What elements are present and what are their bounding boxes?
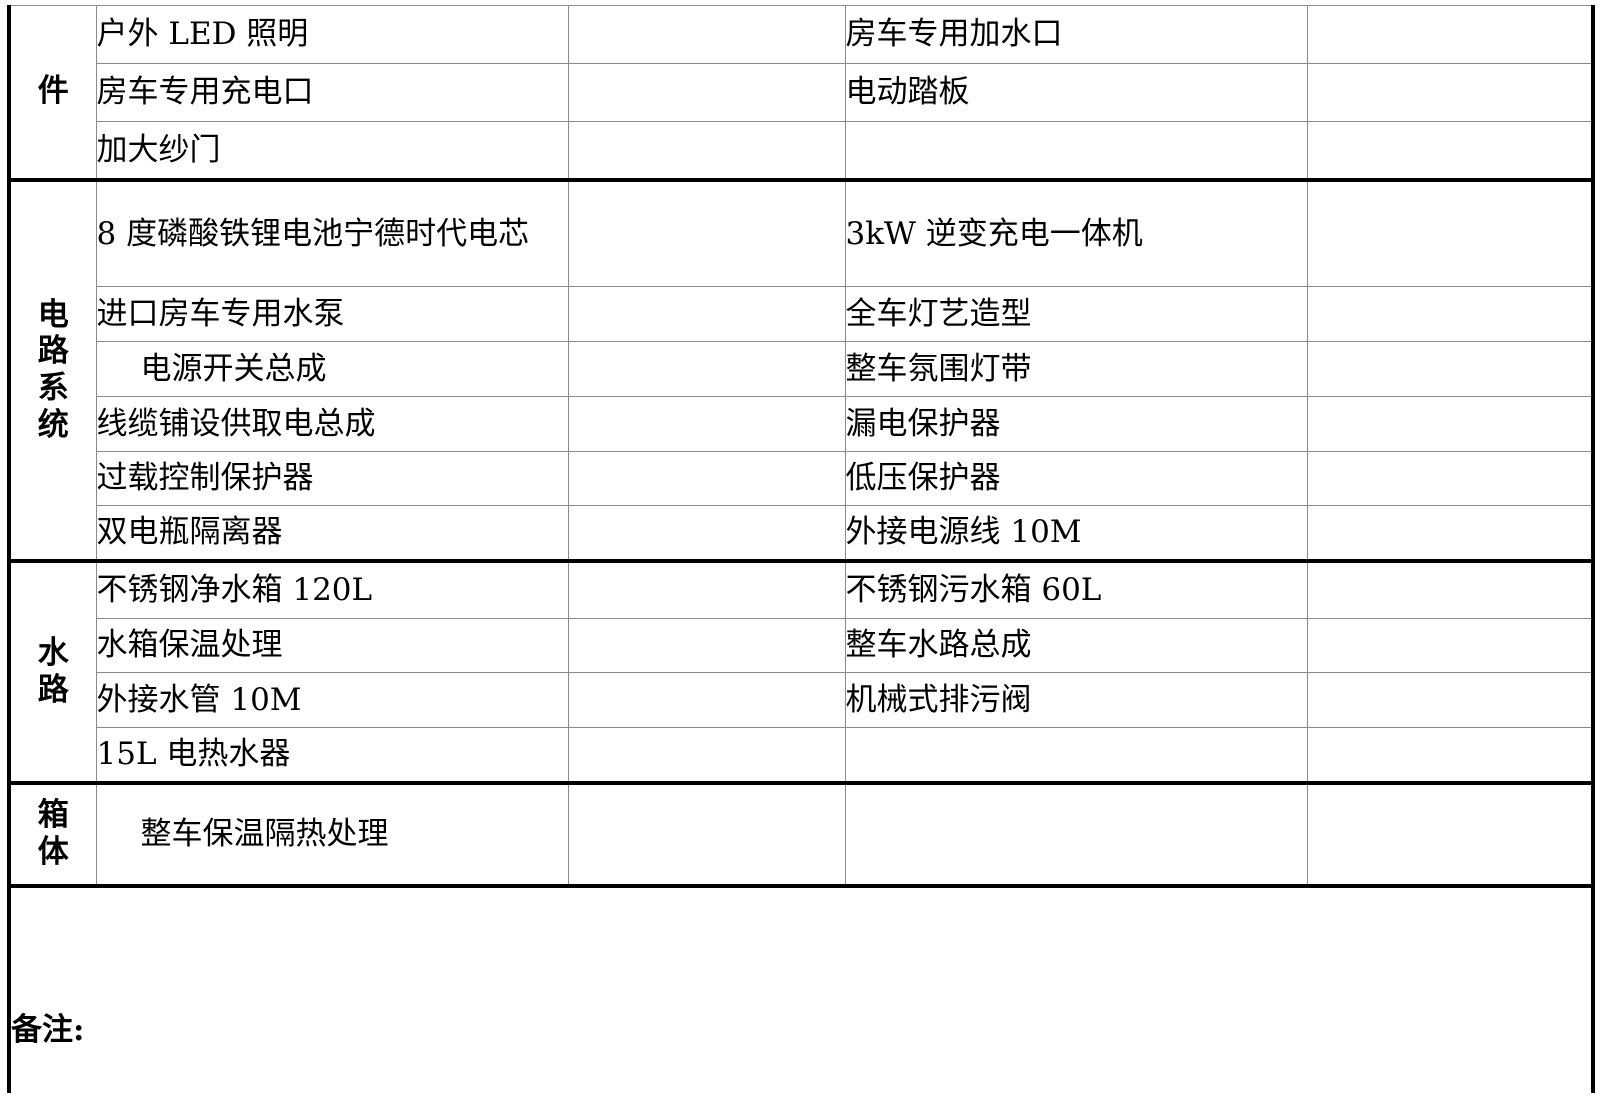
qty-cell	[1306, 505, 1595, 561]
qty-cell	[567, 63, 846, 122]
section-category-label: 件	[37, 73, 69, 110]
section-category-body: 箱 体	[7, 780, 97, 886]
item-cell: 电动踏板	[844, 63, 1308, 122]
table-row: 件 户外 LED 照明 房车专用加水口	[7, 5, 1595, 180]
qty-cell	[567, 451, 846, 506]
qty-cell	[1306, 63, 1595, 122]
qty-cell	[1306, 286, 1595, 342]
item-cell: 漏电保护器	[844, 396, 1308, 452]
item-cell: 房车专用加水口	[844, 5, 1308, 64]
note-row: 备注:	[7, 883, 1595, 1093]
item-cell: 双电瓶隔离器	[95, 505, 569, 561]
qty-cell	[1306, 558, 1595, 619]
item-cell: 整车保温隔热处理	[95, 780, 569, 886]
section-category-label: 水 路	[37, 634, 69, 708]
qty-cell	[567, 177, 846, 287]
table-row: 外接水管 10M 机械式排污阀	[9, 672, 1595, 728]
remarks-cell[interactable]: 备注:	[7, 883, 1595, 1093]
item-cell: 户外 LED 照明	[95, 5, 569, 64]
item-cell: 不锈钢净水箱 120L	[95, 558, 569, 619]
table-row: 双电瓶隔离器 外接电源线 10M	[9, 505, 1595, 561]
qty-cell	[567, 121, 846, 180]
item-cell: 整车氛围灯带	[844, 341, 1308, 397]
table-row: 房车专用充电口 电动踏板	[9, 63, 1595, 122]
section-category-electrical: 电 路 系 统	[7, 177, 97, 561]
qty-cell	[567, 505, 846, 561]
qty-cell	[567, 672, 846, 728]
item-cell: 不锈钢污水箱 60L	[844, 558, 1308, 619]
remarks-label: 备注:	[11, 1011, 85, 1048]
item-cell: 进口房车专用水泵	[95, 286, 569, 342]
table-row: 进口房车专用水泵 全车灯艺造型	[9, 286, 1595, 342]
item-cell: 过载控制保护器	[95, 451, 569, 506]
qty-cell	[1306, 177, 1595, 287]
qty-cell	[1306, 341, 1595, 397]
table-row: 电源开关总成 整车氛围灯带	[9, 341, 1595, 397]
item-cell: 8 度磷酸铁锂电池宁德时代电芯	[95, 177, 569, 287]
qty-cell	[567, 5, 846, 64]
table-row: 线缆铺设供取电总成 漏电保护器	[9, 396, 1595, 452]
qty-cell	[1306, 672, 1595, 728]
table-row: 水箱保温处理 整车水路总成	[9, 618, 1595, 673]
item-cell: 电源开关总成	[95, 341, 569, 397]
table-row: 15L 电热水器	[9, 727, 1595, 783]
table-row: 过载控制保护器 低压保护器	[9, 451, 1595, 506]
item-cell: 线缆铺设供取电总成	[95, 396, 569, 452]
item-cell	[844, 727, 1308, 783]
table-row: 电 路 系 统 8 度磷酸铁锂电池宁德时代电芯 3kW 逆变充电一体机	[7, 177, 1595, 561]
qty-cell	[567, 618, 846, 673]
item-cell	[844, 780, 1308, 886]
qty-cell	[1306, 451, 1595, 506]
section-category-parts: 件	[7, 5, 97, 180]
specification-table: 件 户外 LED 照明 房车专用加水口 房车专用充电口 电动踏板 加大纱门	[7, 5, 1595, 1093]
qty-cell	[1306, 121, 1595, 180]
item-cell: 低压保护器	[844, 451, 1308, 506]
item-cell: 15L 电热水器	[95, 727, 569, 783]
qty-cell	[567, 780, 846, 886]
qty-cell	[567, 396, 846, 452]
qty-cell	[1306, 5, 1595, 64]
table-row: 箱 体 整车保温隔热处理	[7, 780, 1595, 886]
item-cell: 全车灯艺造型	[844, 286, 1308, 342]
item-cell	[844, 121, 1308, 180]
item-cell: 3kW 逆变充电一体机	[844, 177, 1308, 287]
qty-cell	[567, 286, 846, 342]
item-cell: 水箱保温处理	[95, 618, 569, 673]
item-cell: 外接电源线 10M	[844, 505, 1308, 561]
item-cell: 房车专用充电口	[95, 63, 569, 122]
item-cell: 整车水路总成	[844, 618, 1308, 673]
table-row: 加大纱门	[9, 121, 1595, 180]
section-category-water: 水 路	[7, 558, 97, 783]
qty-cell	[1306, 780, 1595, 886]
qty-cell	[567, 341, 846, 397]
section-category-label: 电 路 系 统	[37, 296, 69, 443]
table-row: 水 路 不锈钢净水箱 120L 不锈钢污水箱 60L	[7, 558, 1595, 783]
item-cell: 外接水管 10M	[95, 672, 569, 728]
item-cell: 加大纱门	[95, 121, 569, 180]
qty-cell	[567, 558, 846, 619]
item-cell: 机械式排污阀	[844, 672, 1308, 728]
qty-cell	[567, 727, 846, 783]
qty-cell	[1306, 727, 1595, 783]
section-category-label: 箱 体	[37, 797, 69, 870]
qty-cell	[1306, 618, 1595, 673]
qty-cell	[1306, 396, 1595, 452]
